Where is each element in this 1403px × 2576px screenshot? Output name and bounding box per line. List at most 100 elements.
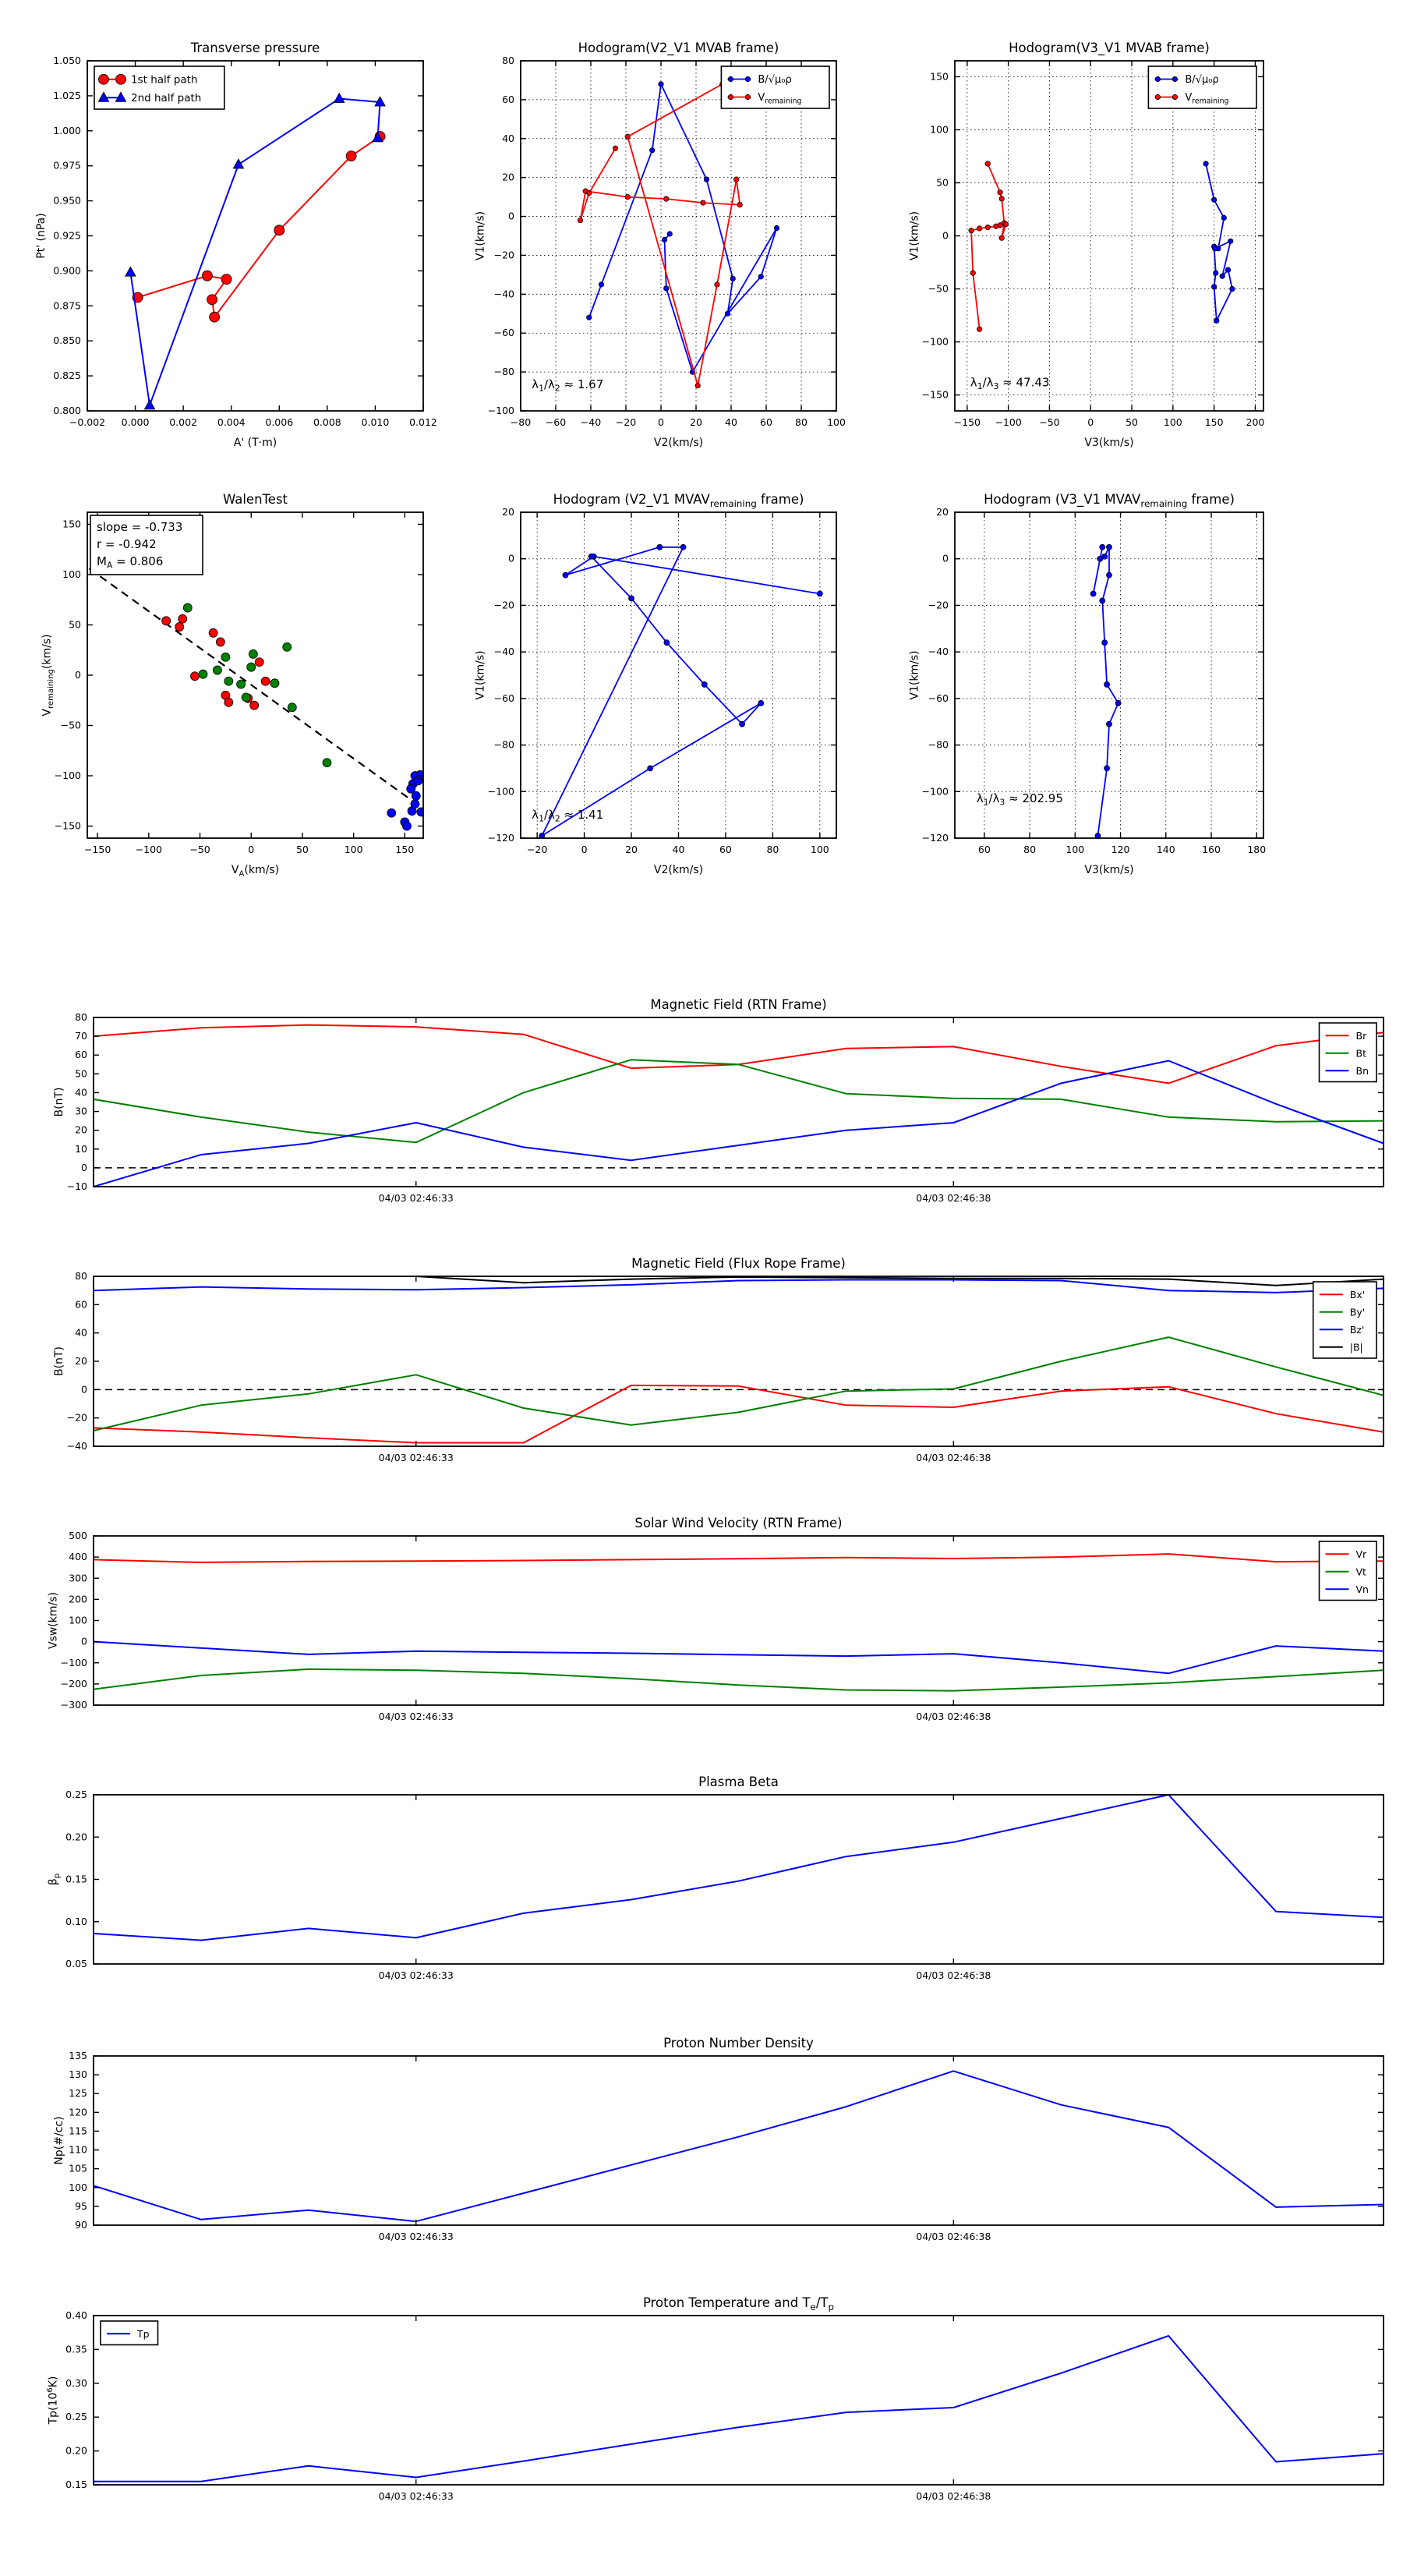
svg-text:04/03 02:46:33: 04/03 02:46:33 bbox=[379, 1969, 454, 1981]
transverse-pressure-legend: 1st half path 2nd half path bbox=[94, 65, 225, 110]
magnetic-field-rtn-frame bbox=[93, 1017, 1384, 1187]
svg-text:0: 0 bbox=[75, 669, 81, 681]
svg-text:|B|: |B| bbox=[1350, 1341, 1363, 1353]
svg-text:50: 50 bbox=[75, 1067, 87, 1079]
svg-text:0.800: 0.800 bbox=[53, 405, 81, 416]
svg-text:−80: −80 bbox=[494, 739, 514, 751]
svg-text:0.25: 0.25 bbox=[65, 1789, 87, 1800]
hodogram-v2-v1-mvav-xlabel: V2(km/s) bbox=[654, 864, 703, 876]
svg-text:100: 100 bbox=[345, 844, 363, 855]
svg-text:04/03 02:46:33: 04/03 02:46:33 bbox=[379, 1192, 454, 1204]
svg-text:120: 120 bbox=[1111, 844, 1130, 855]
svg-text:0.35: 0.35 bbox=[65, 2343, 87, 2355]
svg-text:105: 105 bbox=[69, 2163, 87, 2174]
walen-test-ticks: −150 −100 −50 0 50 100 150 −150 −100 −50 0 50 100 150 bbox=[55, 512, 423, 855]
svg-text:125: 125 bbox=[69, 2087, 87, 2099]
svg-text:04/03 02:46:33: 04/03 02:46:33 bbox=[379, 2490, 454, 2502]
hodogram-v3-v1-mvav-title: Hodogram (V3_V1 MVAVremaining frame) bbox=[984, 492, 1235, 509]
transverse-pressure-xlabel: A' (T·m) bbox=[234, 437, 277, 449]
hodogram-v3-v1-mvav-series-b- bbox=[1090, 543, 1122, 838]
svg-text:0.825: 0.825 bbox=[53, 370, 81, 381]
svg-text:50: 50 bbox=[69, 618, 81, 630]
chart-transverse-pressure: −0.002 0.000 0.002 0.004 0.006 0.008 0.010 0.01… bbox=[35, 41, 437, 449]
svg-text:1st half path: 1st half path bbox=[131, 74, 198, 87]
magnetic-field-flux-rope-ylabel: B(nT) bbox=[53, 1346, 65, 1376]
svg-text:0: 0 bbox=[81, 1636, 87, 1647]
svg-text:−50: −50 bbox=[1039, 416, 1059, 428]
chart-hodogram-v2-v1-mvav: −20 0 20 40 60 80 100 −120 −100 −80 −60 −40 −20 0 20 Ho… bbox=[474, 492, 837, 876]
svg-text:−150: −150 bbox=[922, 389, 949, 401]
svg-text:−40: −40 bbox=[494, 288, 514, 299]
solar-wind-velocity-rtn-title: Solar Wind Velocity (RTN Frame) bbox=[634, 1516, 842, 1530]
svg-text:Vr: Vr bbox=[1356, 1548, 1368, 1560]
svg-text:−20: −20 bbox=[616, 416, 636, 428]
svg-text:20: 20 bbox=[75, 1124, 87, 1136]
hodogram-v2-v1-mvab-series-b- bbox=[586, 81, 780, 375]
svg-text:0.975: 0.975 bbox=[53, 160, 81, 172]
hodogram-v3-v1-mvav-xlabel: V3(km/s) bbox=[1084, 864, 1133, 876]
svg-text:80: 80 bbox=[795, 416, 808, 428]
solar-wind-velocity-rtn-series-vt bbox=[94, 1668, 1384, 1692]
hodogram-v2-v1-mvav-annotation-0: λ1/λ2 ≈ 1.41 bbox=[532, 808, 603, 824]
svg-text:0: 0 bbox=[942, 230, 949, 242]
svg-text:30: 30 bbox=[75, 1106, 87, 1117]
svg-text:160: 160 bbox=[1202, 844, 1221, 855]
svg-text:100: 100 bbox=[62, 568, 81, 580]
svg-text:0: 0 bbox=[81, 1162, 87, 1173]
svg-text:B/√μ₀ρ: B/√μ₀ρ bbox=[758, 74, 791, 86]
hodogram-v2-v1-mvav-ticks: −20 0 20 40 60 80 100 −120 −100 −80 −60 −40 −20 0 20 bbox=[488, 506, 836, 855]
svg-text:80: 80 bbox=[75, 1011, 87, 1023]
proton-temperature-ylabel: Tp(106K) bbox=[46, 2376, 59, 2426]
svg-text:50: 50 bbox=[1126, 416, 1138, 428]
magnetic-field-rtn-title: Magnetic Field (RTN Frame) bbox=[650, 997, 826, 1012]
svg-text:−100: −100 bbox=[922, 785, 949, 797]
svg-text:200: 200 bbox=[1246, 416, 1265, 428]
chart-hodogram-v3-v1-mvav: 60 80 100 120 140 160 180 −120 −100 −80 −60 −40 −20 0… bbox=[908, 492, 1266, 876]
svg-text:04/03 02:46:33: 04/03 02:46:33 bbox=[379, 2231, 454, 2242]
svg-text:04/03 02:46:33: 04/03 02:46:33 bbox=[379, 1711, 454, 1722]
svg-text:−20: −20 bbox=[527, 844, 547, 855]
svg-text:40: 40 bbox=[725, 416, 737, 428]
solar-wind-velocity-rtn-ticks: 04/03 02:46:33 04/03 02:46:38 −300 −200 −100… bbox=[61, 1530, 1384, 1722]
svg-text:Bx': Bx' bbox=[1350, 1289, 1365, 1300]
svg-text:−10: −10 bbox=[67, 1180, 87, 1192]
svg-text:20: 20 bbox=[502, 506, 514, 518]
proton-number-density-title: Proton Number Density bbox=[663, 2036, 814, 2051]
svg-text:Br: Br bbox=[1356, 1030, 1368, 1042]
proton-temperature-series-tp bbox=[94, 2335, 1384, 2482]
walen-test-stats-box: slope = -0.733 r = -0.942 MA = 0.806 bbox=[90, 515, 203, 575]
walen-test-title: WalenTest bbox=[223, 492, 288, 507]
svg-text:100: 100 bbox=[930, 123, 949, 135]
svg-text:04/03 02:46:38: 04/03 02:46:38 bbox=[916, 1192, 991, 1204]
svg-text:Vremaining: Vremaining bbox=[1185, 92, 1228, 105]
svg-text:−60: −60 bbox=[494, 327, 514, 338]
svg-text:80: 80 bbox=[75, 1270, 87, 1282]
svg-text:−50: −50 bbox=[928, 283, 949, 295]
hodogram-v3-v1-mvab-ticks: −150 −100 −50 0 50 100 150 200 −150 −100 −50 0 50 100… bbox=[922, 61, 1265, 428]
svg-text:0: 0 bbox=[81, 1383, 87, 1395]
plasma-beta-ticks: 04/03 02:46:33 04/03 02:46:38 0.05 0.10 0.15… bbox=[65, 1789, 1384, 1981]
chart-magnetic-field-rtn: 04/03 02:46:33 04/03 02:46:38 −10 0 10 20 30 40… bbox=[53, 997, 1384, 1204]
hodogram-v3-v1-mvab-ylabel: V1(km/s) bbox=[908, 211, 921, 260]
proton-number-density-ticks: 04/03 02:46:33 04/03 02:46:38 90 95 100 105 11… bbox=[69, 2050, 1384, 2242]
svg-text:−100: −100 bbox=[995, 416, 1021, 428]
chart-magnetic-field-flux-rope: 04/03 02:46:33 04/03 02:46:38 −40 −20 0 20 40 6… bbox=[53, 1256, 1384, 1463]
svg-text:B/√μ₀ρ: B/√μ₀ρ bbox=[1185, 74, 1218, 86]
svg-text:0.004: 0.004 bbox=[217, 416, 246, 428]
svg-text:−100: −100 bbox=[55, 770, 81, 781]
svg-text:150: 150 bbox=[395, 844, 414, 855]
hodogram-v3-v1-mvav-ylabel: V1(km/s) bbox=[908, 650, 921, 699]
svg-text:−150: −150 bbox=[55, 820, 81, 832]
svg-text:Vn: Vn bbox=[1356, 1583, 1369, 1595]
magnetic-field-flux-rope-series-bx- bbox=[94, 1384, 1384, 1444]
solar-wind-velocity-rtn-ylabel: Vsw(km/s) bbox=[47, 1592, 59, 1649]
magnetic-field-flux-rope-legend: Bx' By' Bz' |B| bbox=[1312, 1281, 1377, 1359]
svg-text:−100: −100 bbox=[922, 336, 949, 348]
hodogram-v3-v1-mvab-series-vremaining bbox=[968, 161, 1009, 332]
svg-text:Bt: Bt bbox=[1356, 1047, 1367, 1059]
svg-text:20: 20 bbox=[690, 416, 702, 428]
walen-test-series-scatter-red bbox=[161, 614, 270, 710]
svg-text:−300: −300 bbox=[61, 1699, 87, 1711]
svg-text:r = -0.942: r = -0.942 bbox=[97, 537, 157, 551]
